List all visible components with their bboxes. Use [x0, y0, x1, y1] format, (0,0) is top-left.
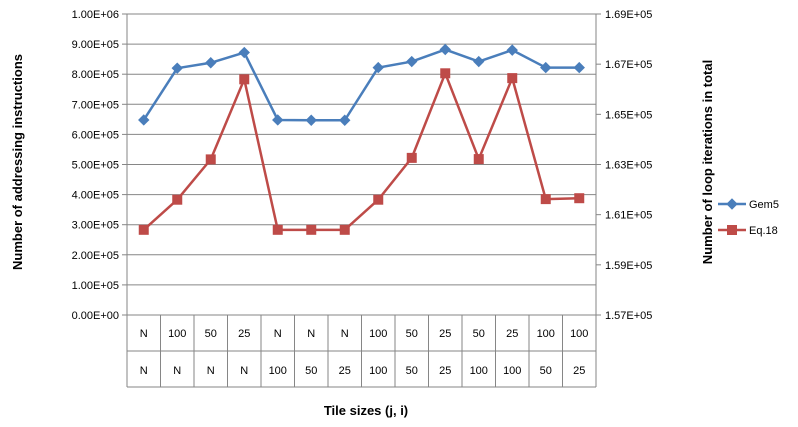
x-category-label-i: N [173, 365, 181, 377]
x-category-label-j: 100 [168, 328, 186, 340]
data-point [305, 114, 317, 126]
series-line [142, 72, 580, 232]
data-point [573, 61, 585, 74]
data-point [339, 224, 350, 235]
legend-item: Gem5 [718, 198, 779, 211]
data-point [238, 46, 250, 59]
x-category-label-j: N [307, 328, 315, 340]
data-point [205, 154, 216, 165]
left-tick-label: 5.00E+05 [72, 160, 119, 172]
right-tick-label: 1.67E+05 [605, 59, 652, 71]
legend-marker [726, 198, 738, 210]
x-category-label-i: 100 [503, 365, 521, 377]
x-axis-title: Tile sizes (j, i) [324, 403, 408, 418]
data-point [540, 194, 551, 205]
x-category-label-j: 50 [406, 328, 418, 340]
x-category-label-j: 100 [570, 328, 588, 340]
left-tick-label: 3.00E+05 [72, 220, 119, 232]
data-point [138, 224, 149, 235]
y-axis-left-title: Number of addressing instructions [10, 54, 25, 270]
right-tick-label: 1.61E+05 [605, 210, 652, 222]
data-series [138, 43, 585, 235]
data-point [439, 43, 451, 56]
left-axis-ticks: 0.00E+00 1.00E+05 2.00E+05 3.00E+05 4.00E+05… [72, 9, 119, 322]
data-point [172, 194, 183, 205]
data-point [440, 68, 451, 79]
data-point [138, 114, 150, 126]
right-tick-label: 1.69E+05 [605, 9, 652, 21]
right-tick-label: 1.57E+05 [605, 310, 652, 322]
x-category-label-i: 25 [573, 365, 585, 377]
legend-marker [727, 225, 737, 235]
data-point [540, 61, 552, 74]
legend: Gem5 Eq.18 [718, 198, 779, 237]
legend-label: Eq.18 [749, 225, 778, 237]
data-point [507, 73, 518, 84]
x-category-label-i: N [207, 365, 215, 377]
x-category-label-i: N [140, 365, 148, 377]
x-category-label-i: 50 [540, 365, 552, 377]
x-category-label-j: 25 [238, 328, 250, 340]
series-eq-18 [138, 68, 585, 235]
data-point [373, 194, 384, 205]
data-point [372, 61, 384, 74]
x-category-label-j: 100 [369, 328, 387, 340]
data-point [506, 44, 518, 56]
x-category-label-j: 50 [473, 328, 485, 340]
data-point [205, 57, 217, 69]
axes [122, 13, 601, 388]
x-category-label-j: 100 [537, 328, 555, 340]
left-tick-label: 2.00E+05 [72, 250, 119, 262]
left-tick-label: 1.00E+06 [72, 9, 119, 21]
x-category-label-j: N [140, 328, 148, 340]
right-tick-label: 1.59E+05 [605, 260, 652, 272]
grid-lines [127, 13, 596, 286]
right-tick-label: 1.63E+05 [605, 160, 652, 172]
x-category-label-i: N [240, 365, 248, 377]
x-category-label-j: N [274, 328, 282, 340]
series-line [142, 48, 580, 122]
data-point [574, 193, 585, 204]
right-axis-ticks: 1.57E+05 1.59E+05 1.61E+05 1.63E+05 1.65E+05… [605, 9, 652, 322]
data-point [339, 114, 351, 126]
x-category-label-j: 50 [205, 328, 217, 340]
data-point [473, 55, 485, 68]
left-tick-label: 0.00E+00 [72, 310, 119, 322]
data-point [406, 55, 418, 68]
series-gem5 [138, 43, 585, 126]
x-category-label-i: 25 [339, 365, 351, 377]
x-category-label-i: 100 [269, 365, 287, 377]
data-point [406, 152, 417, 163]
x-category-label-j: 25 [439, 328, 451, 340]
data-point [473, 154, 484, 165]
x-category-label-i: 50 [406, 365, 418, 377]
left-tick-label: 6.00E+05 [72, 129, 119, 141]
x-category-label-i: 100 [470, 365, 488, 377]
left-tick-label: 9.00E+05 [72, 39, 119, 51]
legend-item: Eq.18 [718, 225, 778, 237]
legend-label: Gem5 [749, 199, 779, 211]
left-tick-label: 8.00E+05 [72, 69, 119, 81]
data-point [239, 74, 250, 85]
data-point [272, 224, 283, 235]
right-tick-label: 1.65E+05 [605, 109, 652, 121]
x-category-label-j: 25 [506, 328, 518, 340]
x-category-label-i: 100 [369, 365, 387, 377]
y-axis-right-title: Number of loop iterations in total [700, 60, 715, 264]
x-axis-categories: N 100 50 25 N N N 100 50 25 50 25 100 100 N N N N 100 50 25 1… [140, 328, 589, 377]
data-point [171, 62, 183, 74]
data-point [306, 224, 317, 235]
left-tick-label: 7.00E+05 [72, 99, 119, 111]
x-category-label-i: 25 [439, 365, 451, 377]
left-tick-label: 1.00E+05 [72, 280, 119, 292]
x-category-label-j: N [341, 328, 349, 340]
x-category-label-i: 50 [305, 365, 317, 377]
data-point [272, 114, 284, 126]
left-tick-label: 4.00E+05 [72, 190, 119, 202]
